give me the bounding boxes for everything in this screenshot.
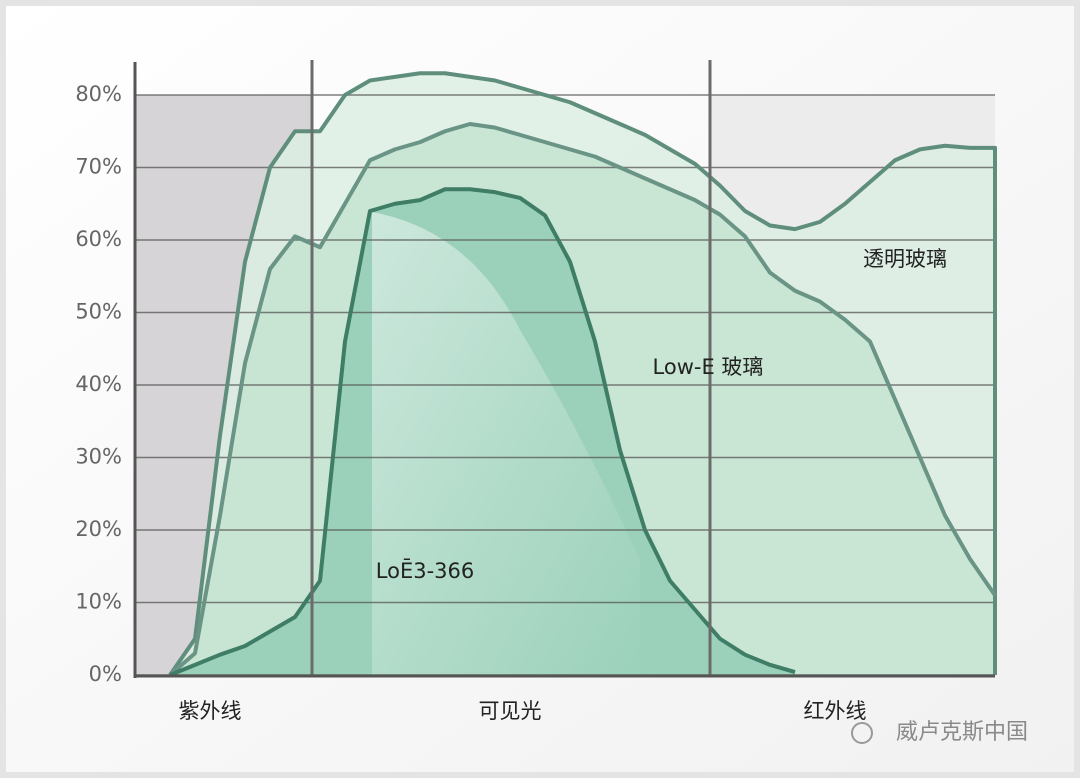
y-tick-label: 50% xyxy=(75,300,122,324)
y-tick-label: 40% xyxy=(75,372,122,396)
watermark-icon xyxy=(851,722,873,744)
x-tick-label: 紫外线 xyxy=(179,699,242,723)
y-tick-label: 30% xyxy=(75,445,122,469)
y-tick-label: 10% xyxy=(75,590,122,614)
series-line xyxy=(168,122,997,677)
y-tick-label: 70% xyxy=(75,155,122,179)
series-label: Low-E 玻璃 xyxy=(653,355,764,379)
series-label: 透明玻璃 xyxy=(863,247,947,271)
highlight xyxy=(372,212,640,675)
series-label: LoĒ3-366 xyxy=(376,558,474,583)
series-line xyxy=(169,187,796,677)
y-tick-label: 60% xyxy=(75,227,122,251)
watermark: 威卢克斯中国 xyxy=(896,720,1028,745)
y-tick-label: 20% xyxy=(75,517,122,541)
y-tick-label: 0% xyxy=(89,662,122,686)
y-tick-label: 80% xyxy=(75,82,122,106)
x-tick-label: 可见光 xyxy=(479,699,542,723)
x-tick-label: 红外线 xyxy=(804,699,867,723)
